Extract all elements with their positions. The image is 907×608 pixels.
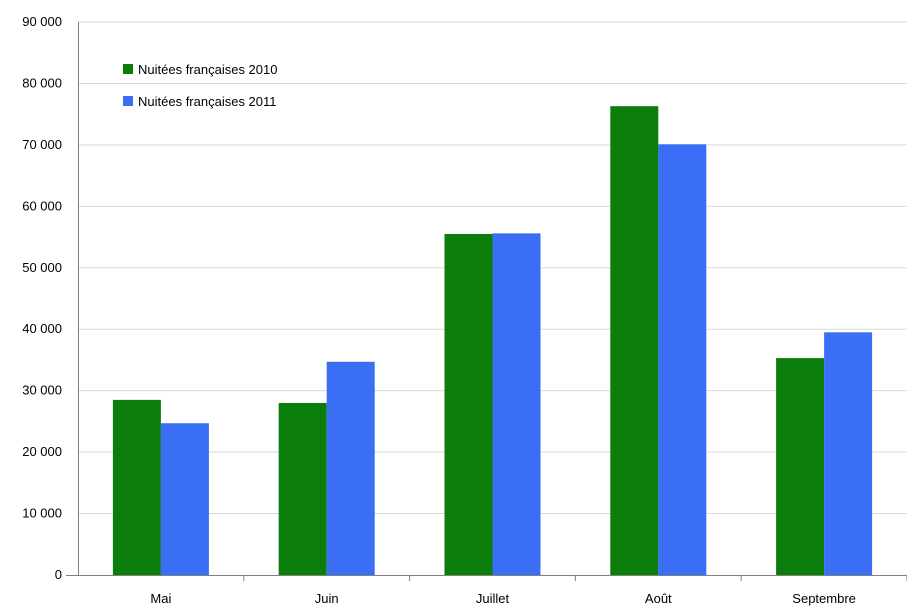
y-tick-label: 90 000 [22,14,62,29]
bar [824,332,873,575]
y-tick-label: 10 000 [22,506,62,521]
y-tick-label: 0 [55,567,62,582]
bars [112,106,873,575]
x-tick-label: Juillet [476,591,510,606]
bar [326,361,375,575]
y-axis-ticks: 0 10 000 20 000 30 000 40 000 50 000 60 000 70 … [22,14,62,582]
bar [610,106,659,575]
y-tick-label: 40 000 [22,321,62,336]
bar [112,399,161,575]
x-tick-label: Août [645,591,672,606]
x-tick-label: Juin [315,591,339,606]
y-tick-label: 30 000 [22,383,62,398]
bar [776,358,825,575]
y-tick-label: 80 000 [22,75,62,90]
x-tick-label: Septembre [792,591,856,606]
x-tick-label: Mai [150,591,171,606]
y-tick-label: 60 000 [22,198,62,213]
legend-label: Nuitées françaises 2011 [138,94,277,109]
axes [66,22,907,581]
legend: Nuitées françaises 2010 Nuitées française… [123,62,277,109]
bar [444,233,493,575]
legend-label: Nuitées françaises 2010 [138,62,277,77]
bar [658,144,707,575]
y-tick-label: 50 000 [22,260,62,275]
bar [492,233,541,575]
y-tick-label: 70 000 [22,137,62,152]
legend-swatch [123,64,133,74]
legend-swatch [123,96,133,106]
bar [278,402,327,575]
y-tick-label: 20 000 [22,444,62,459]
bar [160,423,209,575]
x-axis-ticks: Mai Juin Juillet Août Septembre [150,591,855,606]
